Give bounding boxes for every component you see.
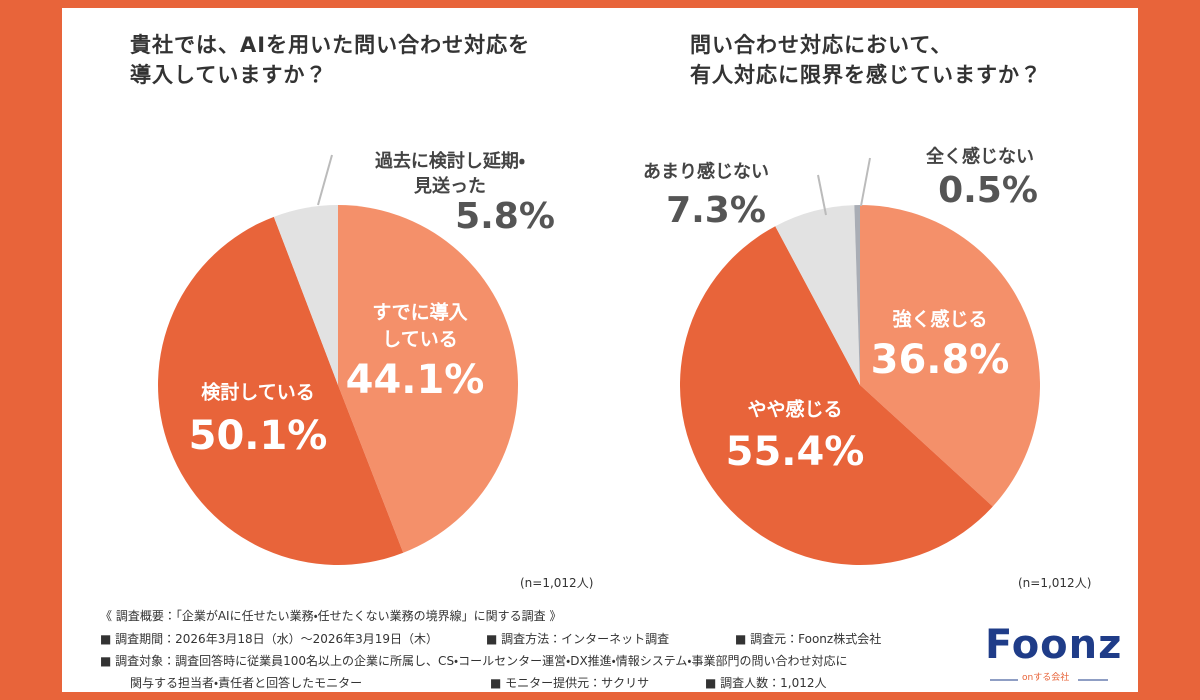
sample-note: (n=1,012人) — [1018, 576, 1092, 590]
slice-label: やや感じる — [747, 398, 843, 421]
leader-line — [317, 154, 333, 206]
chart-title: 問い合わせ対応において、 有人対応に限界を感じていますか？ — [690, 33, 1042, 88]
pie-slice — [860, 205, 1041, 507]
slice-label: 強く感じる — [892, 308, 988, 331]
slice-label: 検討している — [201, 381, 315, 404]
pie-slice — [775, 205, 860, 385]
slice-label: あまり感じない — [643, 161, 769, 183]
sample-note: (n=1,012人) — [520, 576, 594, 590]
pie-slice — [158, 216, 404, 565]
slice-label: 全く感じない — [926, 146, 1034, 168]
slice-value: 55.4% — [725, 429, 865, 475]
footer-item: ■ 調査元：Foonz株式会社 — [735, 632, 882, 646]
slice-value: 50.1% — [188, 413, 328, 459]
slice-value: 44.1% — [345, 357, 485, 403]
slice-value: 5.8% — [455, 195, 555, 237]
footer-item: ■ 調査期間：2026年3月18日（水）～2026年3月19日（木） — [100, 632, 439, 646]
chart-title: 貴社では、AIを用いた問い合わせ対応を 導入していますか？ — [130, 33, 531, 88]
leader-line — [817, 174, 827, 216]
logo-tagline: onする会社 — [1022, 673, 1070, 683]
pie-slice — [680, 226, 993, 565]
leader-line — [860, 157, 871, 207]
slice-value: 0.5% — [938, 169, 1038, 211]
footer-item: ■ 調査人数：1,012人 — [705, 676, 827, 690]
slice-label: 過去に検討し延期・ 見送った — [374, 150, 526, 197]
slice-value: 7.3% — [666, 189, 766, 231]
logo: Foonz — [985, 622, 1123, 668]
pie-slice — [854, 205, 860, 385]
footer-item: ■ 調査対象：調査回答時に従業員100名以上の企業に所属し、CS・コールセンター… — [100, 654, 848, 668]
footer-item: ■ 調査方法：インターネット調査 — [486, 632, 670, 646]
footer-item: 関与する担当者・責任者と回答したモニター — [130, 676, 363, 690]
slice-value: 36.8% — [870, 337, 1010, 383]
footer-item: ■ モニター提供元：サクリサ — [490, 676, 650, 690]
footer-heading: 《 調査概要：「企業がAIに任せたい業務・任せたくない業務の境界線」に関する調査… — [100, 609, 562, 623]
slice-label: すでに導入 している — [372, 301, 468, 350]
pie-slice — [338, 205, 519, 553]
pie-slice — [273, 205, 338, 385]
